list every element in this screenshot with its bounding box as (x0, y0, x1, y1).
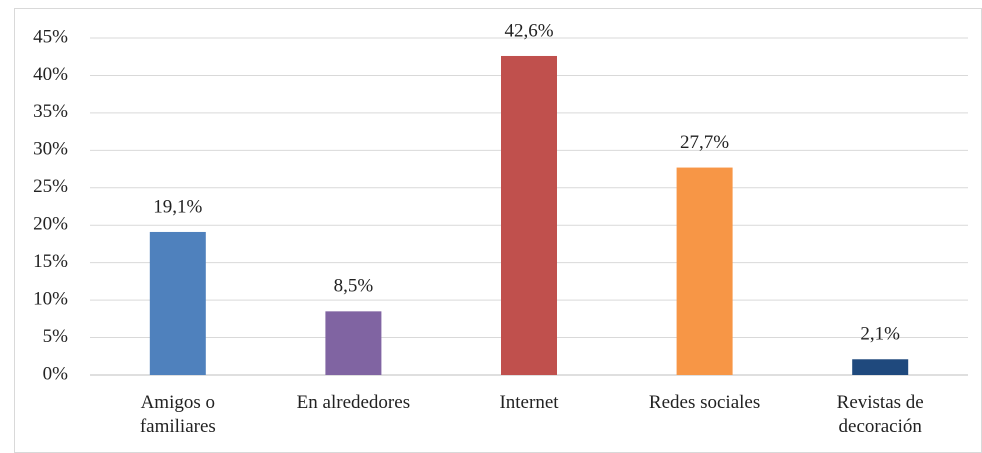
y-tick-label: 35% (33, 101, 68, 122)
x-tick-label: Internet (499, 392, 559, 413)
x-tick-label: Amigos o familiares (139, 392, 216, 437)
y-tick-label: 25% (33, 176, 68, 197)
bar (325, 311, 382, 375)
data-label: 2,1% (860, 324, 900, 345)
y-tick-label: 10% (33, 288, 68, 309)
y-tick-label: 20% (33, 214, 68, 235)
y-tick-label: 40% (33, 64, 68, 85)
y-tick-label: 5% (43, 326, 69, 347)
bar (676, 167, 733, 375)
x-tick-label: Redes sociales (648, 392, 761, 413)
bar (852, 359, 909, 375)
data-label: 19,1% (153, 196, 202, 217)
bar (501, 55, 557, 376)
y-tick-label: 45% (33, 26, 68, 47)
y-tick-label: 30% (33, 139, 68, 160)
y-tick-label: 0% (43, 363, 69, 384)
x-tick-label: En alrededores (296, 392, 411, 413)
data-label: 8,5% (334, 276, 374, 297)
x-tick-label: Revistas de decoración (836, 392, 924, 437)
y-tick-label: 15% (33, 251, 68, 272)
data-label: 42,6% (504, 20, 553, 41)
data-label: 27,7% (680, 132, 729, 153)
bar (149, 231, 206, 375)
